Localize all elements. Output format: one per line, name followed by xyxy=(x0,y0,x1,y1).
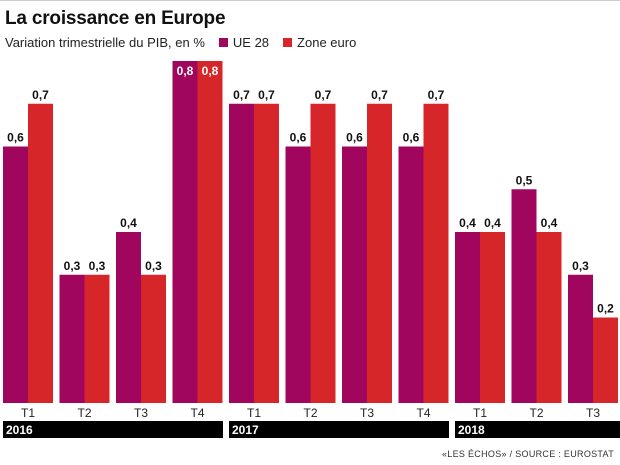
bar-ue28 xyxy=(342,146,367,403)
bar-ue28 xyxy=(511,189,537,403)
legend-label-zone-euro: Zone euro xyxy=(297,35,357,50)
tick-label: T4 xyxy=(416,406,430,420)
tick-label: T3 xyxy=(360,406,374,420)
bar-ue28 xyxy=(568,274,593,403)
value-label: 0,6 xyxy=(346,131,363,145)
value-label: 0,7 xyxy=(233,88,250,102)
tick-label: T1 xyxy=(247,406,261,420)
year-label: 2018 xyxy=(458,423,485,437)
bar-ue28 xyxy=(116,232,141,403)
value-label: 0,4 xyxy=(120,216,137,230)
value-label: 0,7 xyxy=(32,88,49,102)
bar-zone-euro xyxy=(254,103,279,403)
year-bar xyxy=(3,421,223,438)
bar-zone-euro xyxy=(480,232,505,403)
year-bar xyxy=(229,421,449,438)
bar-zone-euro xyxy=(423,103,449,403)
bar-ue28 xyxy=(229,103,254,403)
bar-zone-euro xyxy=(141,274,166,403)
value-label: 0,7 xyxy=(315,88,332,102)
chart-subtitle: Variation trimestrielle du PIB, en % xyxy=(5,35,205,50)
bar-ue28 xyxy=(172,61,198,403)
value-label: 0,4 xyxy=(541,216,558,230)
legend-item-zone-euro: Zone euro xyxy=(283,35,356,50)
tick-label: T3 xyxy=(586,406,600,420)
tick-label: T3 xyxy=(134,406,148,420)
tick-label: T1 xyxy=(473,406,487,420)
legend-swatch-ue28 xyxy=(218,38,228,47)
value-label: 0,7 xyxy=(258,88,275,102)
value-label: 0,3 xyxy=(89,259,106,273)
bar-ue28 xyxy=(455,232,480,403)
source-note: «LES ÉCHOS» / SOURCE : EUROSTAT xyxy=(441,449,614,459)
legend-swatch-zone-euro xyxy=(283,38,293,47)
tick-label: T2 xyxy=(529,406,543,420)
subtitle-legend-row: Variation trimestrielle du PIB, en % UE … xyxy=(5,35,356,50)
year-label: 2017 xyxy=(232,423,259,437)
value-label: 0,3 xyxy=(145,259,162,273)
tick-label: T1 xyxy=(21,406,35,420)
chart-title: La croissance en Europe xyxy=(5,8,226,29)
bar-ue28 xyxy=(285,146,311,403)
value-label: 0,2 xyxy=(597,302,614,316)
value-label: 0,3 xyxy=(572,259,589,273)
bar-zone-euro xyxy=(593,317,618,403)
bar-zone-euro xyxy=(197,61,223,403)
bar-zone-euro xyxy=(536,232,562,403)
bar-ue28 xyxy=(59,274,85,403)
value-label: 0,3 xyxy=(64,259,81,273)
bar-ue28 xyxy=(398,146,424,403)
bar-zone-euro xyxy=(84,274,110,403)
bar-zone-euro xyxy=(310,103,336,403)
value-label: 0,7 xyxy=(428,88,445,102)
legend-item-ue28: UE 28 xyxy=(218,35,270,50)
value-label: 0,4 xyxy=(484,216,501,230)
top-rule xyxy=(0,0,620,1)
bar-ue28 xyxy=(3,146,28,403)
tick-label: T2 xyxy=(77,406,91,420)
value-label: 0,8 xyxy=(177,64,194,78)
bar-zone-euro xyxy=(28,103,53,403)
value-label: 0,4 xyxy=(459,216,476,230)
year-label: 2016 xyxy=(6,423,33,437)
value-label: 0,8 xyxy=(202,64,219,78)
value-label: 0,6 xyxy=(7,131,24,145)
value-label: 0,5 xyxy=(516,173,533,187)
bar-zone-euro xyxy=(367,103,392,403)
year-bar xyxy=(455,421,620,438)
legend-label-ue28: UE 28 xyxy=(232,35,270,50)
tick-label: T4 xyxy=(190,406,204,420)
tick-label: T2 xyxy=(303,406,317,420)
value-label: 0,7 xyxy=(371,88,388,102)
value-label: 0,6 xyxy=(403,131,420,145)
value-label: 0,6 xyxy=(290,131,307,145)
